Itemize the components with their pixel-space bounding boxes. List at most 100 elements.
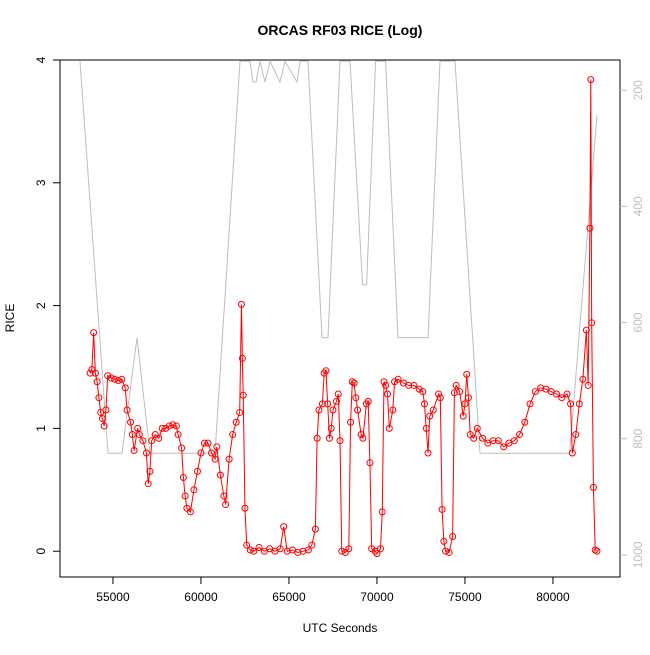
- y2-tick-label: 400: [631, 196, 645, 216]
- y2-tick-label: 600: [631, 312, 645, 332]
- data-point: [139, 437, 147, 445]
- data-point: [225, 455, 233, 463]
- data-point: [130, 447, 138, 455]
- data-point: [204, 439, 212, 447]
- data-point: [243, 541, 251, 549]
- data-point: [95, 394, 103, 402]
- data-point: [593, 547, 601, 555]
- data-point: [128, 431, 136, 439]
- data-point: [144, 480, 152, 488]
- data-point: [211, 455, 219, 463]
- y-tick-label: 1: [34, 425, 48, 432]
- data-point: [197, 449, 205, 457]
- plot-box: [59, 59, 621, 578]
- data-point: [526, 400, 534, 408]
- data-point: [394, 375, 402, 383]
- data-point: [537, 384, 545, 392]
- data-point: [385, 424, 393, 432]
- y-axis-label: RICE: [3, 304, 17, 333]
- y2-tick-label: 800: [631, 428, 645, 448]
- data-point: [276, 545, 284, 553]
- data-point: [179, 474, 187, 482]
- data-point: [146, 467, 154, 475]
- data-point: [384, 390, 392, 398]
- data-point: [315, 406, 323, 414]
- data-point: [352, 394, 360, 402]
- data-point: [586, 224, 594, 232]
- data-point: [350, 379, 358, 387]
- data-point: [155, 434, 163, 442]
- x-tick-label: 60000: [184, 590, 218, 604]
- data-point: [489, 437, 497, 445]
- data-point: [142, 449, 150, 457]
- data-point: [419, 388, 427, 396]
- data-point: [169, 421, 177, 429]
- data-point: [366, 459, 374, 467]
- data-point: [239, 391, 247, 399]
- data-point: [391, 378, 399, 386]
- data-point: [158, 424, 166, 432]
- data-point: [93, 378, 101, 386]
- data-point: [588, 319, 596, 327]
- data-point: [466, 431, 474, 439]
- data-point: [452, 381, 460, 389]
- data-point: [376, 545, 384, 553]
- data-point: [114, 377, 122, 385]
- data-point: [241, 504, 249, 512]
- data-point: [151, 431, 159, 439]
- data-point: [107, 374, 115, 382]
- x-tick-label: 70000: [360, 590, 394, 604]
- data-point: [494, 437, 502, 445]
- data-point: [464, 394, 472, 402]
- data-point: [589, 483, 597, 491]
- data-point: [229, 431, 237, 439]
- data-point: [463, 370, 471, 378]
- data-point: [422, 424, 430, 432]
- data-point: [183, 504, 191, 512]
- data-point: [445, 548, 453, 556]
- data-point: [436, 394, 444, 402]
- data-point: [584, 381, 592, 389]
- data-point: [299, 547, 307, 555]
- chart-title: ORCAS RF03 RICE (Log): [258, 22, 423, 38]
- data-point: [364, 397, 372, 405]
- data-point: [325, 434, 333, 442]
- data-point: [579, 375, 587, 383]
- data-point: [438, 505, 446, 513]
- data-point: [450, 389, 458, 397]
- data-point: [347, 418, 355, 426]
- data-point: [456, 388, 464, 396]
- data-point: [200, 439, 208, 447]
- data-point: [216, 471, 224, 479]
- plot-area: [79, 60, 601, 558]
- data-point: [186, 508, 194, 516]
- data-point: [582, 326, 590, 334]
- data-point: [213, 443, 221, 451]
- data-point: [327, 424, 335, 432]
- data-point: [88, 365, 96, 373]
- data-point: [426, 412, 434, 420]
- data-point: [345, 545, 353, 553]
- data-point: [415, 385, 423, 393]
- y-tick-label: 2: [34, 302, 48, 309]
- data-point: [572, 431, 580, 439]
- data-point: [324, 400, 332, 408]
- data-point: [510, 437, 518, 445]
- data-point: [334, 390, 342, 398]
- y-tick-label: 0: [34, 548, 48, 555]
- data-point: [348, 378, 356, 386]
- data-point: [521, 418, 529, 426]
- data-point: [236, 408, 244, 416]
- data-point: [459, 412, 467, 420]
- data-point: [420, 400, 428, 408]
- data-point: [429, 406, 437, 414]
- data-point: [357, 431, 365, 439]
- data-point: [162, 424, 170, 432]
- data-point: [410, 381, 418, 389]
- data-point: [165, 422, 173, 430]
- data-point: [479, 434, 487, 442]
- data-point: [558, 394, 566, 402]
- data-point: [190, 486, 198, 494]
- data-point: [329, 406, 337, 414]
